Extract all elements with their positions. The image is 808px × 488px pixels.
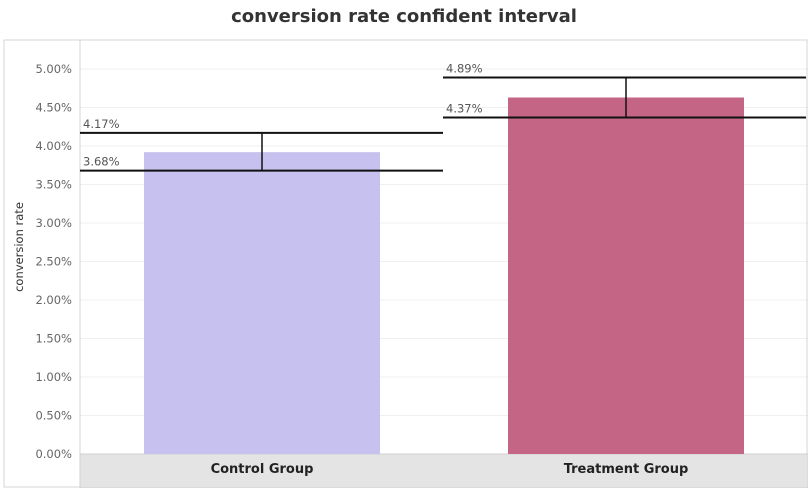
y-tick-label: 0.00%	[35, 447, 72, 461]
category-band	[79, 453, 808, 488]
plot-frame	[3, 39, 808, 488]
y-tick-label: 3.00%	[35, 216, 72, 230]
y-axis-title: conversion rate	[12, 202, 26, 292]
y-tick-label: 2.50%	[35, 255, 72, 269]
y-axis: 0.00% 0.50% 1.00% 1.50% 2.00% 2.50% 3.00% 3.50%…	[12, 62, 72, 461]
y-tick-label: 2.00%	[35, 293, 72, 307]
ci-upper-label: 4.89%	[446, 61, 483, 75]
y-tick-label: 4.00%	[35, 139, 72, 153]
x-category-label: Treatment Group	[564, 462, 689, 477]
y-tick-label: 1.50%	[35, 332, 72, 346]
x-category-label: Control Group	[211, 462, 314, 477]
bar	[508, 97, 744, 455]
bar	[144, 152, 380, 454]
chart-title: conversion rate confident interval	[231, 6, 577, 27]
bars	[144, 97, 744, 455]
y-tick-label: 4.50%	[35, 101, 72, 115]
y-tick-label: 5.00%	[35, 62, 72, 76]
y-tick-label: 0.50%	[35, 409, 72, 423]
x-axis: Control Group Treatment Group	[211, 462, 689, 477]
ci-upper-label: 4.17%	[83, 117, 120, 131]
y-tick-label: 1.00%	[35, 370, 72, 384]
y-tick-label: 3.50%	[35, 178, 72, 192]
ci-lower-label: 4.37%	[446, 102, 483, 116]
ci-lower-label: 3.68%	[83, 155, 120, 169]
confidence-intervals: 4.17% 3.68% 4.89% 4.37%	[80, 61, 806, 172]
